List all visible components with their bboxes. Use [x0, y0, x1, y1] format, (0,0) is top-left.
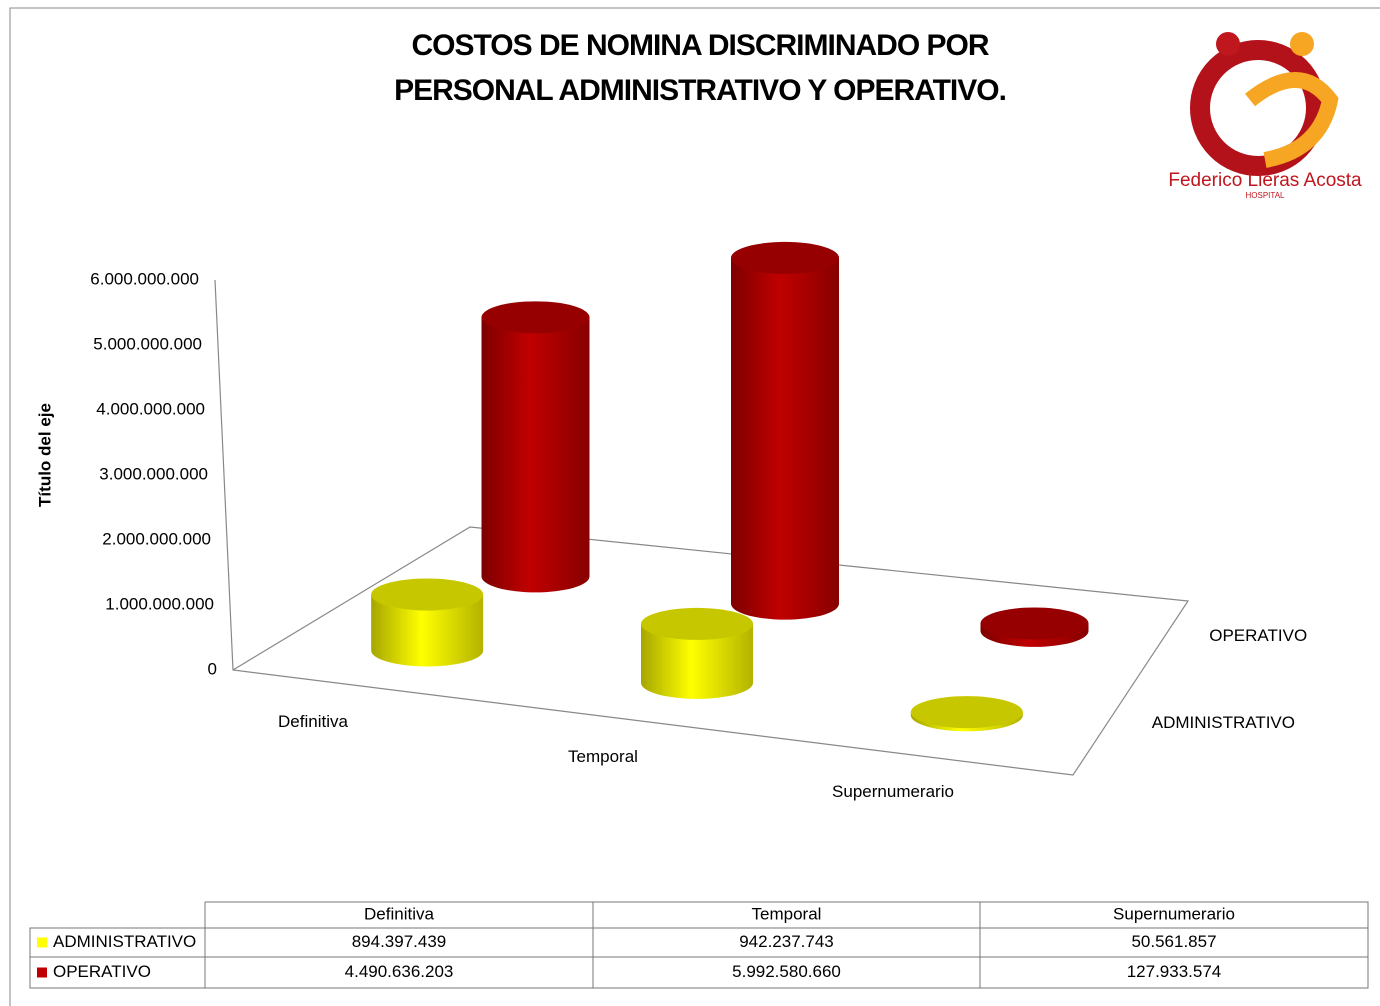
cylinder-top — [641, 607, 753, 640]
cylinder-top — [371, 578, 484, 611]
x-tick-label: Definitiva — [278, 712, 348, 731]
logo-swirl — [1245, 72, 1339, 168]
cylinder-top-shade — [481, 301, 590, 334]
floor-outline — [214, 279, 1190, 776]
table-value: 5.992.580.660 — [732, 962, 841, 981]
table-header: Temporal — [752, 904, 822, 923]
cylinder-top-shade — [371, 578, 484, 611]
chart-border — [9, 7, 1380, 1006]
cylinder-shade — [481, 317, 590, 593]
y-tick-label: 2.000.000.000 — [102, 529, 211, 548]
depth-label: ADMINISTRATIVO — [1152, 713, 1295, 732]
cylinder-top — [731, 241, 839, 274]
y-axis-title: Título del eje — [35, 403, 54, 507]
logo-dot — [1216, 32, 1240, 56]
cylinder-top-shade — [980, 607, 1089, 640]
depth-label: OPERATIVO — [1209, 626, 1307, 645]
logo: Federico Lleras Acosta HOSPITAL — [1168, 32, 1362, 200]
cylinder-shade — [731, 257, 839, 620]
table-value: 50.561.857 — [1131, 932, 1216, 951]
table-value: 894.397.439 — [352, 932, 447, 951]
y-tick-label: 1.000.000.000 — [105, 594, 214, 613]
cylinder — [980, 607, 1089, 647]
chart-title: PERSONAL ADMINISTRATIVO Y OPERATIVO. — [394, 74, 1006, 107]
y-tick-label: 0 — [208, 659, 217, 678]
x-tick-label: Temporal — [568, 747, 638, 766]
y-tick-label: 5.000.000.000 — [93, 334, 202, 353]
legend-swatch — [37, 967, 47, 978]
legend-label: OPERATIVO — [53, 962, 151, 981]
cylinder-top — [481, 301, 590, 334]
logo-dot — [1290, 32, 1314, 56]
cylinder — [641, 607, 754, 699]
cylinder-top — [910, 696, 1023, 729]
cylinder-top-shade — [641, 607, 753, 640]
cylinder — [731, 241, 839, 620]
cylinder-shade — [371, 594, 484, 667]
cylinder — [910, 696, 1023, 732]
legend-swatch — [37, 937, 47, 948]
table-grid — [29, 901, 1369, 989]
cylinder — [481, 301, 590, 593]
table-value: 4.490.636.203 — [345, 962, 454, 981]
logo-subtitle: HOSPITAL — [1246, 191, 1286, 200]
chart-title: COSTOS DE NOMINA DISCRIMINADO POR — [411, 29, 989, 62]
cylinder — [371, 578, 484, 667]
cylinder-top-shade — [731, 241, 839, 274]
y-tick-label: 3.000.000.000 — [99, 464, 208, 483]
cylinder-top — [980, 607, 1089, 640]
y-tick-label: 4.000.000.000 — [96, 399, 205, 418]
floor — [214, 279, 1190, 776]
table-value: 942.237.743 — [739, 932, 834, 951]
y-tick-label: 6.000.000.000 — [90, 269, 199, 288]
logo-ring — [1190, 40, 1326, 176]
table-value: 127.933.574 — [1127, 962, 1222, 981]
table-header: Supernumerario — [1113, 904, 1235, 923]
table-header: Definitiva — [364, 904, 434, 923]
cylinder-top-shade — [910, 696, 1023, 729]
logo-name: Federico Lleras Acosta — [1168, 170, 1362, 191]
legend-label: ADMINISTRATIVO — [53, 932, 196, 951]
cylinder-shade — [641, 623, 754, 699]
x-tick-label: Supernumerario — [832, 782, 954, 801]
